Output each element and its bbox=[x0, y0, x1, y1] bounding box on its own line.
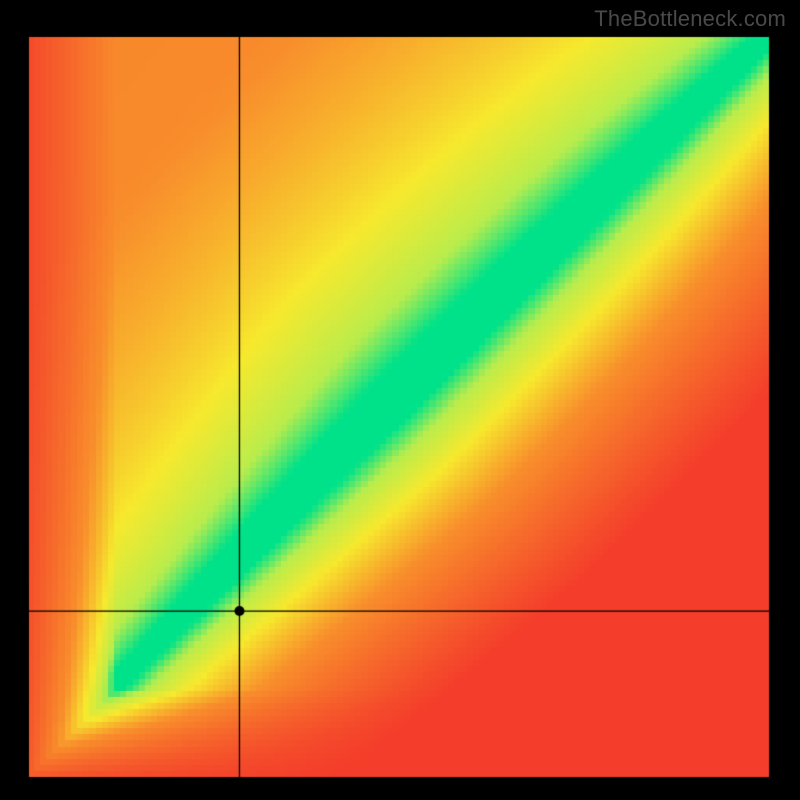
bottleneck-heatmap bbox=[28, 36, 770, 778]
watermark-label: TheBottleneck.com bbox=[594, 6, 786, 32]
root: { "watermark": { "text": "TheBottleneck.… bbox=[0, 0, 800, 800]
